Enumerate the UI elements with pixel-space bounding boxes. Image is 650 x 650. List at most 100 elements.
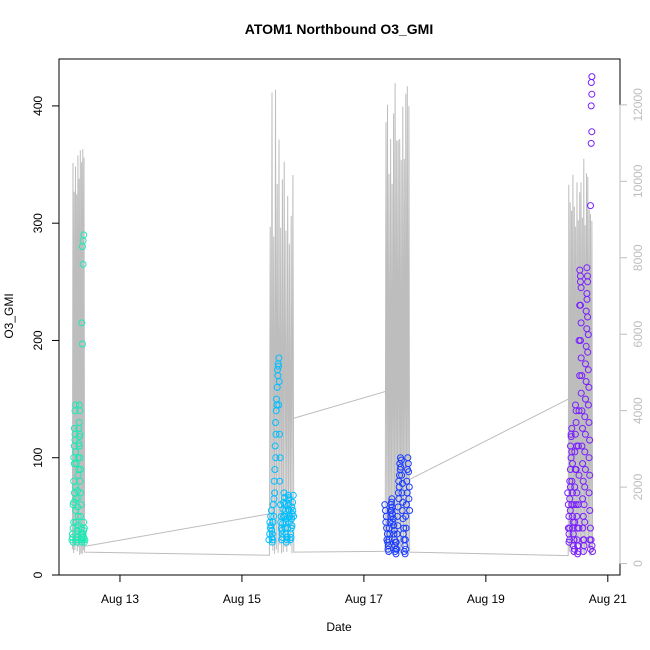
o3-point — [585, 489, 593, 497]
o3-point — [566, 495, 574, 503]
o3-point — [585, 454, 593, 462]
o3-point — [569, 460, 576, 468]
o3-point — [270, 512, 278, 520]
o3-point — [578, 372, 586, 380]
o3-point — [587, 139, 595, 147]
o3-point — [582, 395, 589, 403]
o3-point — [577, 284, 585, 292]
o3-point — [587, 202, 594, 210]
o3-point — [577, 354, 585, 362]
o3-point — [402, 512, 410, 520]
o3-point — [568, 448, 576, 456]
o3-point — [76, 477, 84, 485]
o3-point — [77, 489, 85, 497]
y-right-tick-label: 4000 — [631, 397, 645, 424]
o3-point — [273, 395, 280, 403]
o3-point — [80, 231, 88, 239]
o3-point — [582, 378, 590, 385]
o3-point — [577, 319, 585, 327]
o3-point — [272, 419, 279, 426]
o3-point — [581, 483, 589, 491]
o3-point — [575, 524, 583, 532]
o3-point — [276, 430, 283, 438]
y-left-tick-label: 300 — [31, 213, 45, 233]
o3-point — [81, 536, 89, 544]
o3-point — [388, 507, 396, 514]
o3-point — [399, 498, 407, 506]
o3-point — [273, 383, 281, 391]
o3-point — [406, 507, 414, 514]
o3-point — [275, 401, 283, 409]
o3-point — [578, 407, 586, 415]
x-tick-label: Aug 19 — [467, 592, 505, 606]
o3-point — [389, 518, 397, 526]
o3-point — [579, 424, 586, 432]
o3-point — [289, 491, 297, 499]
o3-point — [588, 128, 596, 136]
o3-point — [566, 477, 574, 485]
o3-point — [75, 442, 83, 450]
o3-point — [584, 331, 592, 339]
o3-point — [272, 430, 280, 438]
o3-point — [288, 515, 296, 523]
o3-point — [74, 522, 81, 530]
o3-point — [72, 483, 80, 491]
o3-point — [393, 545, 401, 553]
o3-point — [576, 372, 584, 380]
o3-point — [388, 498, 395, 506]
o3-point — [276, 477, 284, 485]
o3-point — [574, 550, 582, 558]
o3-point — [570, 536, 578, 544]
o3-point — [564, 489, 572, 497]
o3-point — [290, 512, 298, 520]
o3-point — [402, 501, 410, 509]
o3-point — [403, 477, 411, 485]
y-right-tick-label: 2000 — [631, 473, 645, 500]
o3-point — [398, 507, 406, 514]
o3-point — [587, 102, 595, 110]
x-tick-label: Aug 13 — [101, 592, 139, 606]
o3-point — [271, 466, 279, 473]
y-right-tick-label: 0 — [631, 560, 645, 567]
o3-point — [398, 471, 406, 479]
o3-point — [582, 360, 589, 368]
o3-point — [289, 498, 297, 506]
o3-point — [285, 496, 293, 504]
y-left-tick-label: 0 — [31, 571, 45, 578]
o3-point — [568, 424, 576, 432]
x-tick-label: Aug 15 — [223, 592, 261, 606]
o3-point — [275, 354, 283, 362]
o3-point — [287, 534, 295, 541]
o3-point — [571, 448, 579, 456]
o3-point — [568, 477, 576, 485]
o3-point — [72, 495, 80, 503]
o3-point — [574, 442, 582, 450]
o3-point — [583, 264, 591, 272]
o3-point — [288, 522, 296, 530]
o3-points-group — [68, 73, 596, 558]
y-right-tick-label: 10000 — [631, 164, 645, 198]
y-left-tick-label: 100 — [31, 447, 45, 467]
o3-point — [572, 501, 580, 509]
y-right-tick-label: 12000 — [631, 88, 645, 122]
altitude-spikes — [71, 83, 594, 557]
x-axis-label: Date — [326, 620, 352, 634]
o3-point — [585, 419, 593, 426]
o3-point — [577, 389, 585, 397]
o3-point — [584, 313, 592, 321]
o3-point — [275, 362, 282, 370]
o3-point — [586, 507, 594, 514]
o3-point — [397, 463, 405, 471]
o3-point — [586, 524, 594, 532]
o3-point — [566, 524, 574, 532]
y-right-tick-label: 8000 — [631, 244, 645, 271]
o3-point — [579, 548, 587, 555]
o3-point — [588, 542, 596, 550]
o3-point — [389, 515, 397, 523]
o3-point — [271, 489, 279, 497]
o3-point — [398, 489, 406, 497]
o3-point — [584, 348, 592, 356]
o3-point — [401, 536, 409, 544]
